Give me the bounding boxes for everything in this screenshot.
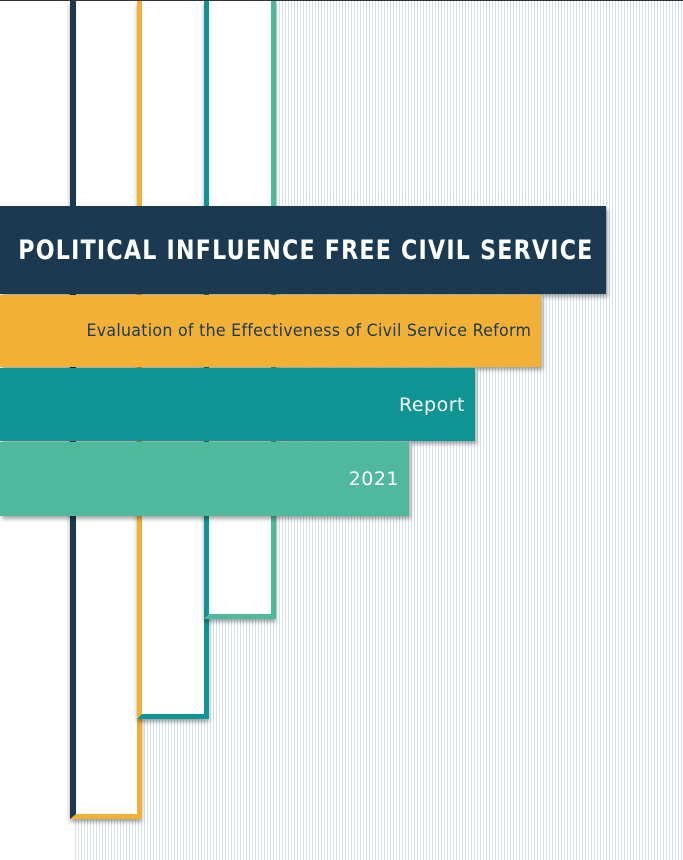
doc-type-band: Report (0, 368, 475, 441)
subtitle-band: Evaluation of the Effectiveness of Civil… (0, 295, 541, 367)
cover-doc-type: Report (399, 393, 465, 416)
year-band: 2021 (0, 442, 409, 516)
cover-year: 2021 (348, 468, 399, 490)
title-band: POLITICAL INFLUENCE FREE CIVIL SERVICE (0, 206, 606, 294)
cover-subtitle: Evaluation of the Effectiveness of Civil… (86, 321, 531, 341)
cover-title: POLITICAL INFLUENCE FREE CIVIL SERVICE (18, 234, 594, 266)
